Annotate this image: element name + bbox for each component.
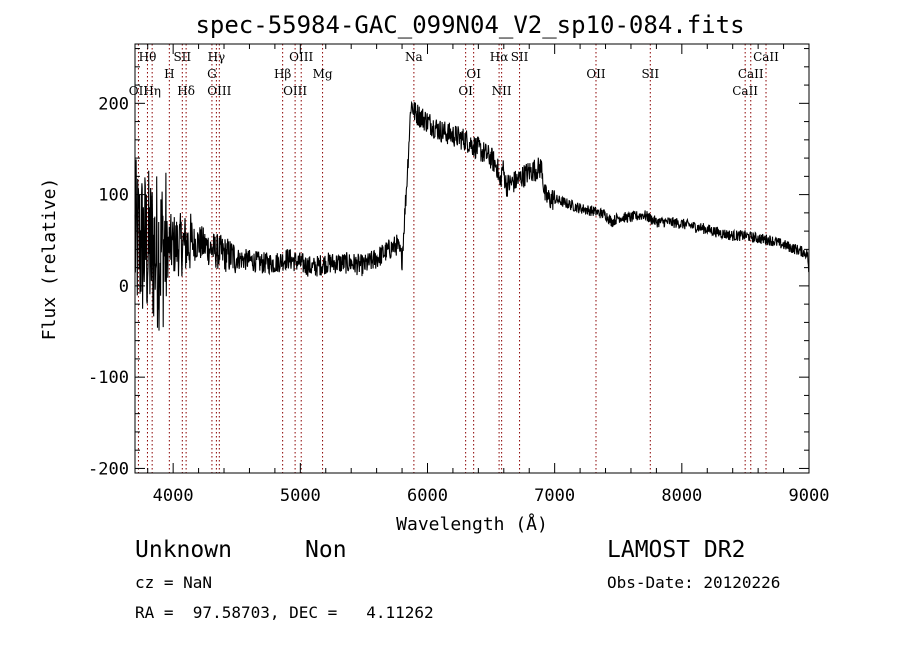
redshift-cz: cz = NaN (135, 573, 213, 592)
y-tick-label: -200 (88, 459, 129, 479)
spectral-line-label: Mg (313, 67, 333, 81)
spectral-line-label: Hγ (208, 50, 226, 64)
spectral-line-label: NII (492, 84, 512, 98)
chart-title: spec-55984-GAC_099N04_V2_sp10-084.fits (195, 11, 744, 39)
axis-ticks: 4000 5000 6000 7000 8000 9000 -200 -100 0 100 200 (88, 44, 829, 506)
x-tick-label: 6000 (407, 486, 448, 506)
spectral-line-label: SII (511, 50, 529, 64)
spectral-line-label: CaII (732, 84, 758, 98)
spectral-line-label: Hβ (274, 67, 291, 81)
y-tick-label: -100 (88, 368, 129, 388)
spectral-line-label: G (207, 67, 217, 81)
spectral-line-label: OII (129, 84, 149, 98)
spectral-line-label: Hα (490, 50, 509, 64)
observation-date: Obs-Date: 20120226 (607, 573, 781, 592)
spectral-line-label: SII (173, 50, 191, 64)
spectral-line-label: Na (405, 50, 423, 64)
y-axis-label: Flux (relative) (39, 178, 60, 341)
y-tick-label: 200 (98, 94, 129, 114)
spectral-line-label: CaII (738, 67, 764, 81)
spectrum-layer (134, 100, 810, 331)
coordinates: RA = 97.58703, DEC = 4.11262 (135, 603, 434, 622)
spectral-line-label: Hδ (177, 84, 195, 98)
spectral-line-label: Hθ (139, 50, 157, 64)
plot-frame (134, 43, 810, 474)
y-tick-label: 100 (98, 186, 129, 206)
spectral-line-label: OI (466, 67, 481, 81)
y-tick-label: 0 (119, 277, 129, 297)
x-tick-label: 8000 (661, 486, 702, 506)
spectral-line-label: OIII (207, 84, 231, 98)
x-tick-label: 4000 (153, 486, 194, 506)
class-label: Unknown (135, 537, 232, 563)
spectral-line-label: SII (641, 67, 659, 81)
spectral-line-label: OIII (283, 84, 307, 98)
spectral-line-label: OI (458, 84, 473, 98)
subclass-label: Non (305, 537, 347, 563)
x-tick-label: 7000 (534, 486, 575, 506)
x-tick-label: 5000 (280, 486, 321, 506)
x-axis-label: Wavelength (Å) (396, 513, 548, 535)
spectral-line-label: H (164, 67, 174, 81)
spectral-line-label: CaII (753, 50, 779, 64)
spectral-line-label: OII (586, 67, 606, 81)
spectral-line-markers (137, 44, 767, 473)
survey-label: LAMOST DR2 (607, 537, 746, 563)
spectral-line-label: OIII (289, 50, 313, 64)
spectrum-line (134, 100, 810, 331)
spectral-line-label: Hη (143, 84, 161, 98)
x-tick-label: 9000 (789, 486, 830, 506)
